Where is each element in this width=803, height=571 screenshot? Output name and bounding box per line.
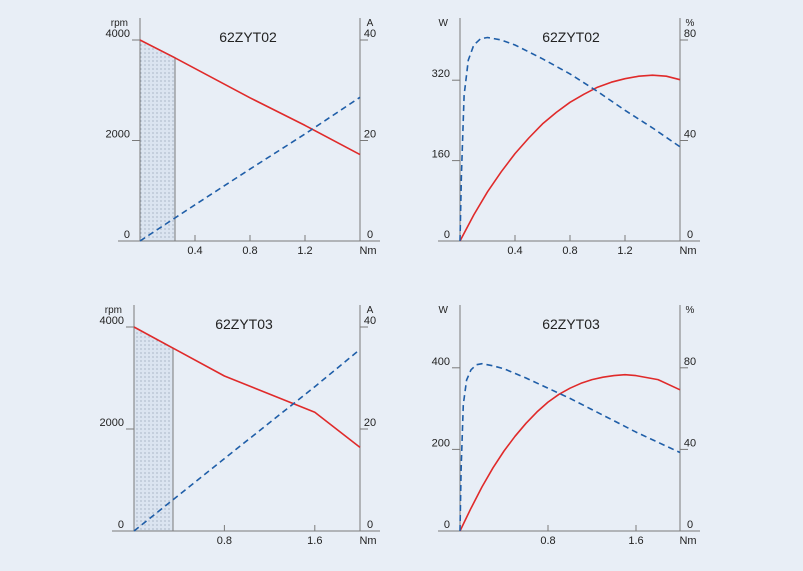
x-axis-unit: Nm [359, 245, 376, 257]
x-tick-label: 1.6 [307, 535, 322, 547]
right-axis-unit: A [367, 18, 374, 29]
blue-dashed-series-line [459, 36, 681, 242]
blue-dashed-series-line [139, 96, 361, 242]
left-tick-label: 200 [432, 437, 450, 449]
shaded-region [133, 326, 174, 532]
x-axis-unit: Nm [679, 535, 696, 547]
x-tick-label: 0.4 [187, 245, 202, 257]
chart-title: 62ZYT02 [542, 29, 600, 45]
right-tick-label: 40 [364, 315, 376, 327]
left-tick-label: 4000 [106, 28, 130, 40]
right-tick-label: 80 [684, 28, 696, 40]
right-tick-label: 40 [684, 129, 696, 141]
x-axis-unit: Nm [679, 245, 696, 257]
x-tick-label: 0.4 [507, 245, 522, 257]
left-axis-unit: W [439, 18, 449, 29]
left-tick-label: 0 [124, 229, 130, 241]
right-tick-label: 0 [367, 519, 373, 531]
chart-title: 62ZYT03 [215, 316, 273, 332]
right-tick-label: 80 [684, 356, 696, 368]
left-tick-label: 0 [118, 519, 124, 531]
x-axis-unit: Nm [359, 535, 376, 547]
right-axis-unit: % [686, 18, 695, 29]
right-tick-label: 40 [684, 437, 696, 449]
left-axis-unit: rpm [111, 18, 128, 29]
right-tick-label: 20 [364, 417, 376, 429]
blue-dashed-series-line [459, 362, 681, 532]
chart-panel-2: 0 160 320 W 0 40 80% 0.4 0.8 1.2 Nm 62ZYT02 [432, 18, 700, 257]
x-tick-label: 0.8 [217, 535, 232, 547]
red-solid-series-line [459, 373, 681, 532]
x-tick-label: 0.8 [540, 535, 555, 547]
left-tick-label: 0 [444, 519, 450, 531]
chart-panel-4: 0 200 400 W 0 40 80% 0.8 1.6 Nm 62ZYT03 [432, 305, 700, 547]
right-tick-label: 20 [364, 129, 376, 141]
left-axis-unit: rpm [105, 305, 122, 316]
left-tick-label: 320 [432, 68, 450, 80]
left-tick-label: 2000 [106, 129, 130, 141]
red-solid-series-line [459, 74, 681, 242]
right-tick-label: 40 [364, 28, 376, 40]
right-tick-label: 0 [367, 229, 373, 241]
blue-dashed-series-line [133, 348, 361, 532]
red-solid-series-line [139, 39, 361, 156]
x-tick-label: 1.6 [628, 535, 643, 547]
right-tick-label: 0 [687, 519, 693, 531]
left-axis-unit: W [439, 305, 449, 316]
left-tick-label: 4000 [100, 315, 124, 327]
left-tick-label: 160 [432, 149, 450, 161]
left-tick-label: 0 [444, 229, 450, 241]
right-axis-unit: % [686, 305, 695, 316]
chart-title: 62ZYT03 [542, 316, 600, 332]
chart-title: 62ZYT02 [219, 29, 277, 45]
left-tick-label: 400 [432, 356, 450, 368]
x-tick-label: 0.8 [562, 245, 577, 257]
x-tick-label: 1.2 [297, 245, 312, 257]
red-solid-series-line [133, 326, 361, 449]
right-tick-label: 0 [687, 229, 693, 241]
left-tick-label: 2000 [100, 417, 124, 429]
right-axis-unit: A [367, 305, 374, 316]
x-tick-label: 0.8 [242, 245, 257, 257]
x-tick-label: 1.2 [617, 245, 632, 257]
shaded-region [139, 39, 176, 242]
